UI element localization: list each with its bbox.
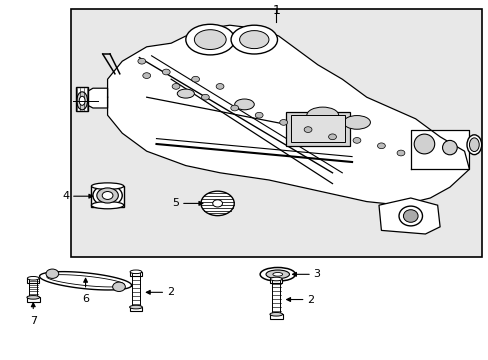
Ellipse shape: [442, 140, 456, 155]
Circle shape: [216, 84, 224, 89]
Ellipse shape: [269, 312, 282, 316]
Circle shape: [396, 150, 404, 156]
Ellipse shape: [239, 31, 268, 49]
Circle shape: [172, 84, 180, 89]
Ellipse shape: [212, 200, 222, 207]
Text: 2: 2: [166, 287, 174, 297]
Bar: [71, 9, 481, 257]
Ellipse shape: [129, 305, 142, 309]
Circle shape: [162, 69, 170, 75]
Ellipse shape: [77, 92, 87, 110]
Polygon shape: [81, 88, 107, 108]
Ellipse shape: [91, 183, 123, 189]
Circle shape: [138, 58, 145, 64]
Ellipse shape: [27, 296, 40, 299]
Ellipse shape: [413, 134, 434, 154]
Bar: [27, 278, 39, 283]
Circle shape: [230, 105, 238, 111]
Bar: [285, 112, 349, 146]
Ellipse shape: [306, 107, 338, 123]
Circle shape: [279, 120, 287, 125]
Bar: [290, 115, 344, 142]
Ellipse shape: [260, 267, 295, 281]
Ellipse shape: [201, 191, 234, 216]
Bar: [91, 186, 123, 207]
Circle shape: [142, 73, 150, 78]
Circle shape: [255, 112, 263, 118]
Circle shape: [191, 76, 199, 82]
Ellipse shape: [27, 276, 39, 280]
Ellipse shape: [231, 25, 277, 54]
Text: 5: 5: [172, 198, 179, 208]
Ellipse shape: [265, 270, 289, 279]
Ellipse shape: [91, 202, 123, 209]
Ellipse shape: [272, 273, 282, 276]
Polygon shape: [410, 130, 468, 169]
Circle shape: [304, 127, 311, 132]
Bar: [129, 307, 142, 311]
Circle shape: [112, 282, 125, 292]
Text: 2: 2: [306, 294, 314, 305]
Bar: [76, 87, 88, 111]
Circle shape: [201, 94, 209, 100]
Bar: [130, 272, 142, 276]
Circle shape: [328, 134, 336, 140]
Circle shape: [377, 143, 385, 149]
Ellipse shape: [194, 30, 225, 49]
Circle shape: [352, 138, 360, 143]
Ellipse shape: [468, 138, 478, 152]
Ellipse shape: [343, 116, 370, 129]
Bar: [27, 297, 40, 302]
Ellipse shape: [234, 99, 254, 110]
Ellipse shape: [403, 210, 417, 222]
Ellipse shape: [270, 277, 282, 281]
Circle shape: [46, 269, 59, 278]
Text: 4: 4: [62, 191, 69, 201]
Ellipse shape: [177, 89, 194, 98]
Ellipse shape: [102, 192, 113, 199]
Text: 7: 7: [30, 316, 37, 326]
Ellipse shape: [97, 188, 118, 203]
Polygon shape: [40, 272, 131, 290]
Ellipse shape: [185, 24, 234, 55]
Text: 6: 6: [82, 294, 89, 305]
Bar: [269, 314, 282, 319]
Polygon shape: [378, 198, 439, 234]
Ellipse shape: [398, 206, 422, 226]
Ellipse shape: [466, 135, 481, 155]
Text: 3: 3: [313, 269, 320, 279]
Ellipse shape: [93, 185, 122, 206]
Bar: [270, 279, 282, 283]
Polygon shape: [107, 25, 468, 205]
Text: 1: 1: [272, 4, 280, 17]
Ellipse shape: [79, 96, 85, 105]
Ellipse shape: [130, 270, 142, 274]
